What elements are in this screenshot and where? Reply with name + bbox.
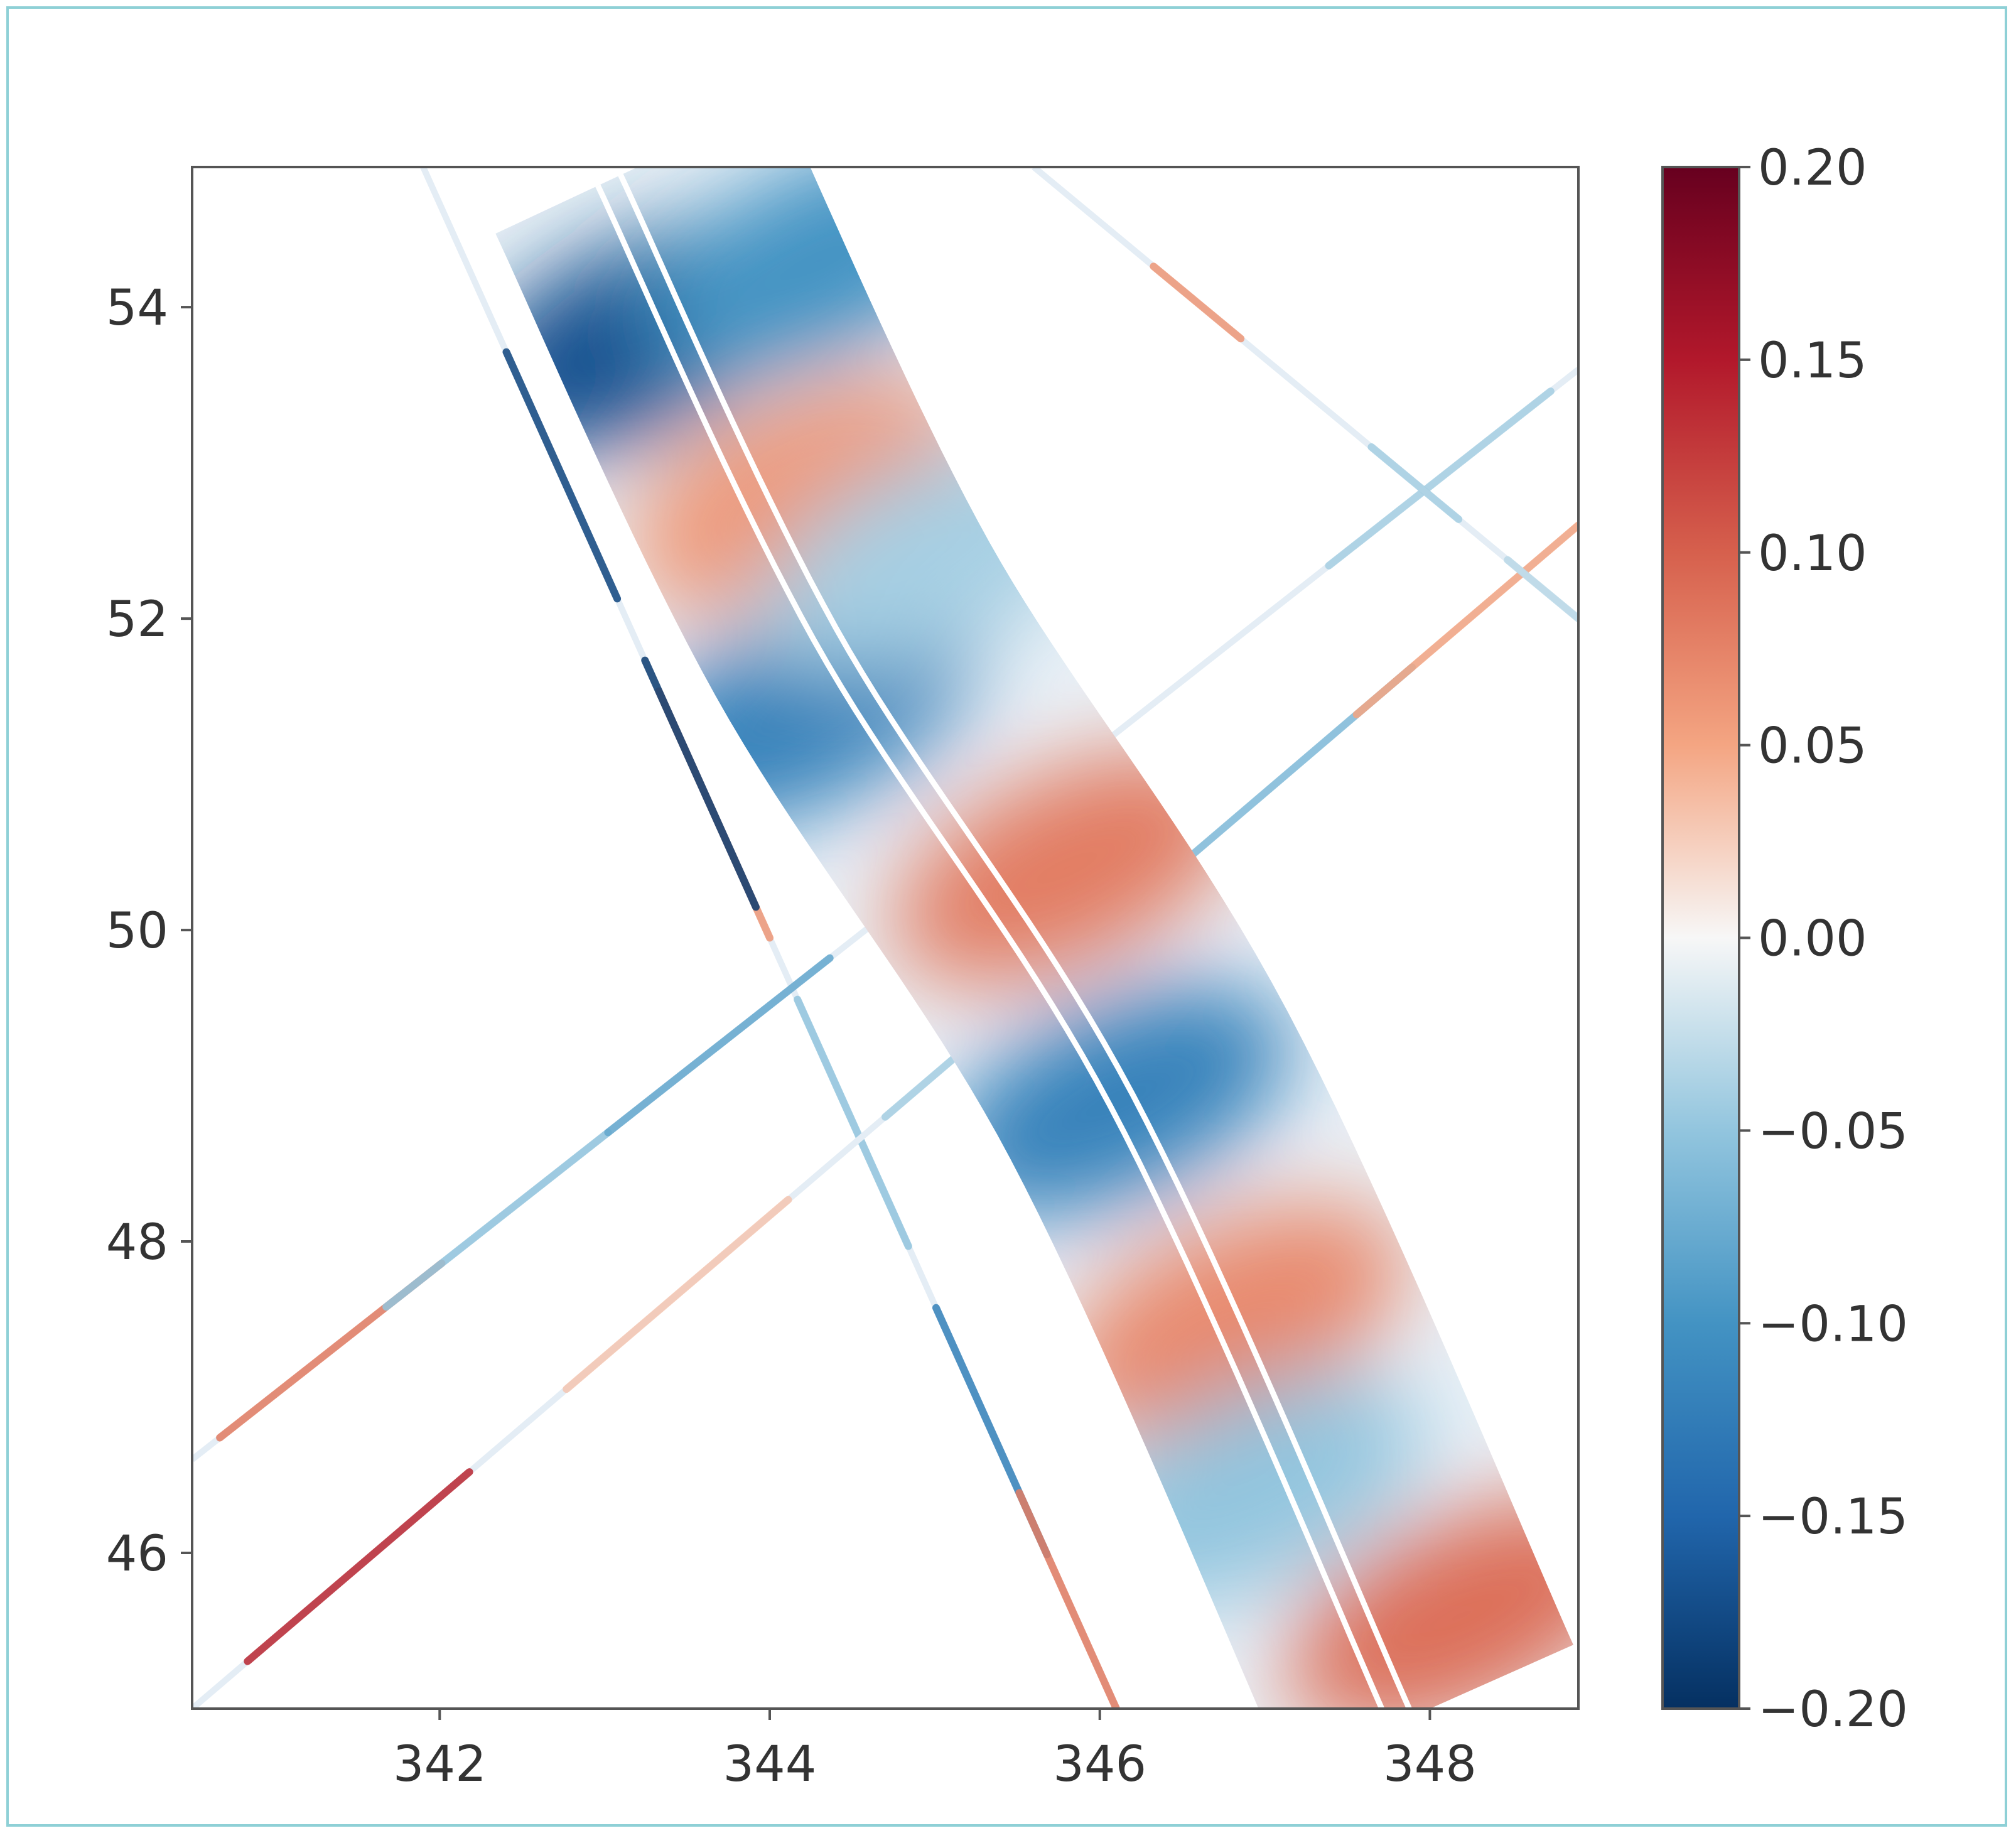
colorbar-tick-label: −0.15 [1758, 1489, 1908, 1545]
x-tick-label: 346 [1053, 1736, 1146, 1793]
track-segment [1015, 1489, 1120, 1709]
track-segment [502, 348, 622, 603]
x-tick-label: 342 [393, 1736, 487, 1793]
track-segment [1150, 262, 1245, 343]
track-segment [604, 954, 834, 1137]
x-tick-label: 348 [1383, 1736, 1477, 1793]
colorbar-tick-label: −0.10 [1758, 1296, 1908, 1353]
plot-border [191, 166, 1580, 1710]
colorbar-tick-label: −0.20 [1758, 1682, 1908, 1738]
track-segment [563, 1196, 792, 1393]
swath-gap-line-2 [618, 173, 1413, 1709]
y-tick-label: 48 [106, 1214, 168, 1271]
track-segment [382, 1128, 612, 1311]
colorbar-tick-label: −0.05 [1758, 1103, 1908, 1160]
x-tick-label: 344 [723, 1736, 817, 1793]
track-segment [1367, 443, 1463, 523]
y-tick-label: 52 [106, 592, 168, 648]
track-segment [244, 1468, 473, 1665]
swath [495, 167, 1573, 1709]
track-segment [641, 656, 760, 911]
anomaly-blob [891, 751, 1242, 985]
colorbar-tick-label: 0.20 [1758, 140, 1867, 197]
colorbar-axis: −0.20 −0.15 −0.10 −0.05 0.00 0.05 0.10 0.15 0.20 [1739, 140, 1908, 1738]
track-segment [1352, 521, 1578, 718]
x-axis: 342 344 346 348 [393, 1709, 1477, 1793]
y-axis: 46 48 50 52 54 [106, 280, 192, 1582]
y-tick-label: 46 [106, 1526, 168, 1582]
y-tick-label: 54 [106, 280, 168, 337]
colorbar-tick-label: 0.05 [1758, 718, 1867, 775]
colorbar-tick-label: 0.00 [1758, 911, 1867, 968]
track-segment [1325, 387, 1555, 570]
swath-gap-line [595, 184, 1385, 1709]
anomaly-blob [941, 984, 1292, 1218]
colorbar-tick-label: 0.10 [1758, 526, 1867, 582]
track-segment [1504, 556, 1578, 623]
y-tick-label: 50 [106, 903, 168, 960]
track-segment [794, 995, 912, 1250]
colorbar-tick-label: 0.15 [1758, 333, 1867, 389]
track-line [1032, 167, 1578, 621]
colorbar [1661, 166, 1740, 1710]
